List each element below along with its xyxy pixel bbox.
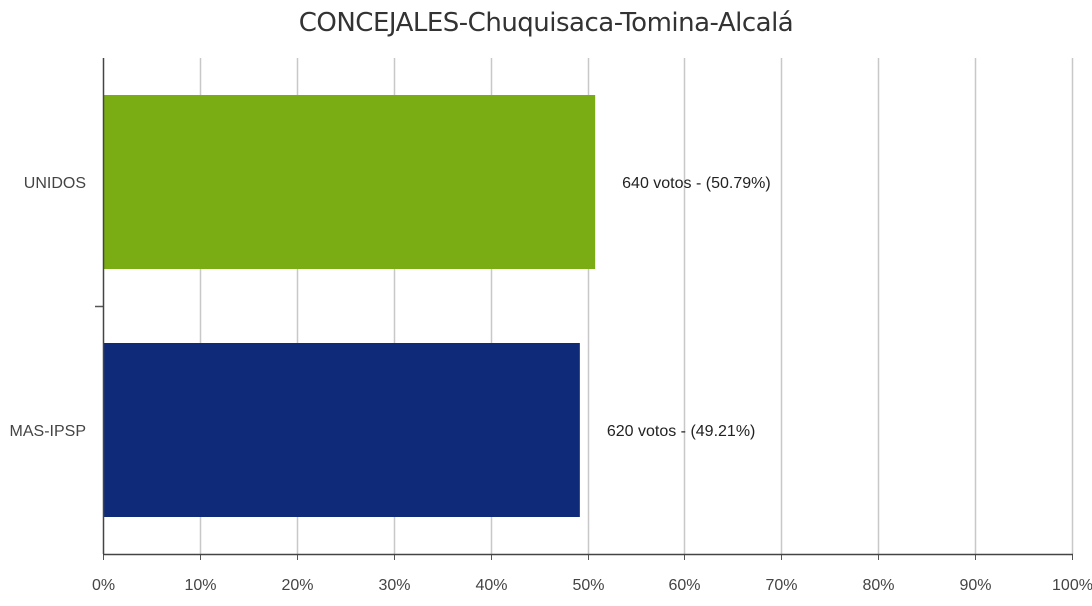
x-tick-label: 100% — [1052, 577, 1092, 594]
bar-mas-ipsp — [103, 343, 580, 517]
data-label: 640 votos - (50.79%) — [622, 175, 771, 192]
bars — [103, 95, 596, 517]
data-label: 620 votos - (49.21%) — [607, 423, 756, 440]
chart-title: CONCEJALES-Chuquisaca-Tomina-Alcalá — [298, 8, 794, 38]
x-tick-label: 10% — [184, 577, 216, 594]
x-tick-label: 0% — [92, 577, 115, 594]
category-label: MAS-IPSP — [10, 423, 86, 440]
x-tick-label: 40% — [475, 577, 507, 594]
x-tick-label: 70% — [765, 577, 797, 594]
x-tick-label: 80% — [862, 577, 894, 594]
x-tick-label: 60% — [668, 577, 700, 594]
labels: 0% 10% 20% 30% 40% 50% 60% 70% 80% 90% 100% UNIDOS 6… — [10, 175, 1092, 594]
axes — [95, 58, 1073, 560]
category-label: UNIDOS — [24, 175, 86, 192]
x-tick-label: 50% — [572, 577, 604, 594]
x-tick-label: 30% — [378, 577, 410, 594]
bar-unidos — [103, 95, 596, 269]
x-tick-label: 90% — [959, 577, 991, 594]
x-tick-label: 20% — [281, 577, 313, 594]
